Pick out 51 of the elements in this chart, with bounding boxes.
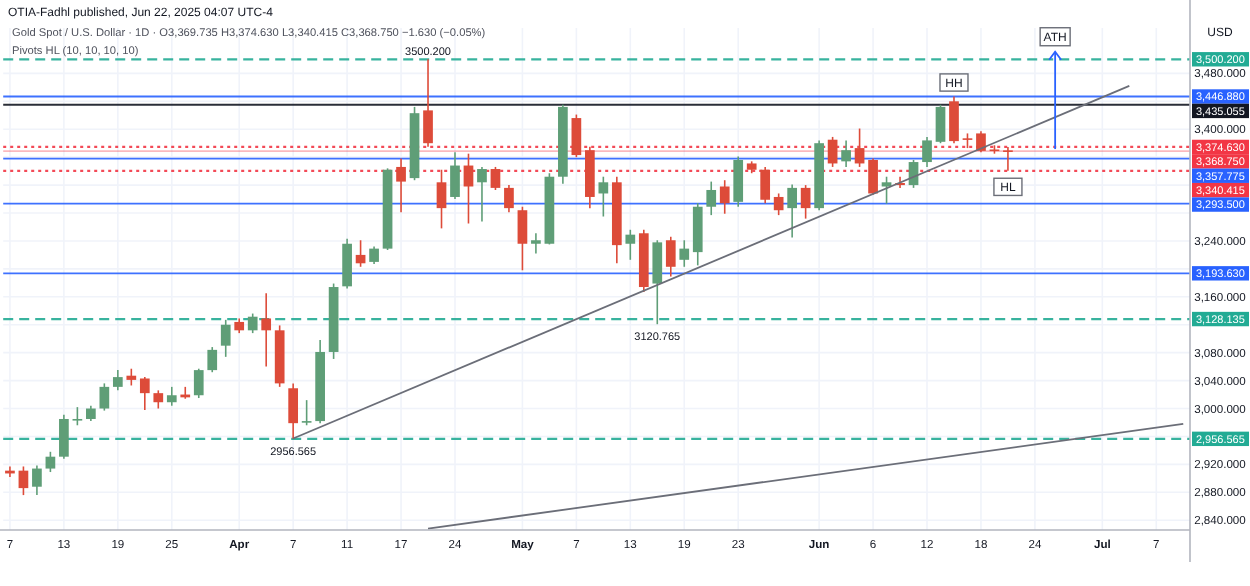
candlestick [504,184,514,214]
candlestick [396,157,406,214]
candlestick [220,319,231,358]
candlestick [436,168,447,230]
candlestick [800,184,811,220]
candlestick [935,104,946,144]
candlestick [625,228,636,261]
candlestick [342,238,352,290]
candlestick [665,235,676,278]
candlestick [32,464,42,496]
candlestick [976,130,986,154]
candlestick [854,127,865,168]
candlestick [112,369,123,392]
candlestick [733,155,744,208]
candlestick [841,139,851,168]
candlestick [598,175,609,218]
candlestick [719,179,730,215]
candlestick [59,414,69,460]
candlestick [787,183,798,239]
candlestick [531,232,541,255]
candlestick [652,239,663,325]
candlestick [288,382,299,440]
candlestick [571,113,582,158]
candlestick [949,95,959,144]
candlestick [922,136,932,168]
candlestick [301,399,312,427]
candlestick [18,465,29,496]
candlestick [827,136,838,168]
candlestick [450,151,460,200]
candlestick [45,451,56,473]
candlestick [99,382,110,412]
candlestick [760,166,771,205]
candlestick [477,166,487,223]
candlestick [706,180,717,216]
candlestick [139,376,150,411]
candlestick [679,239,690,268]
candlestick [490,166,501,191]
candlestick [261,292,272,368]
candlestick [773,192,784,216]
candlestick [207,346,218,374]
candlestick [1003,146,1013,172]
candlestick [72,406,83,427]
candlestick [517,205,528,272]
candlestick [692,202,703,267]
candlestick [247,312,258,334]
candlestick [166,386,177,407]
candlestick [868,157,878,196]
candlestick [585,145,595,209]
candlestick [193,367,204,399]
candlestick [423,58,433,148]
candlestick [153,389,164,410]
